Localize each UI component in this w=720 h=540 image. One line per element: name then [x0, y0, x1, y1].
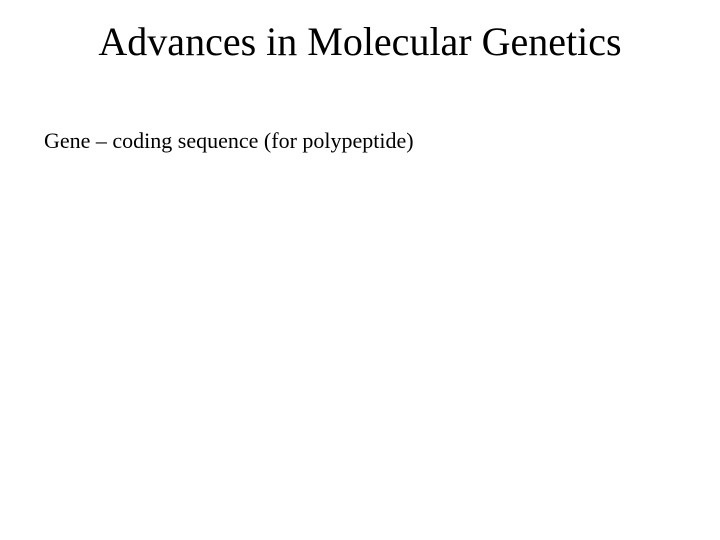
slide-body-text: Gene – coding sequence (for polypeptide): [44, 128, 414, 154]
slide-container: Advances in Molecular Genetics Gene – co…: [0, 0, 720, 540]
slide-title: Advances in Molecular Genetics: [0, 18, 720, 65]
